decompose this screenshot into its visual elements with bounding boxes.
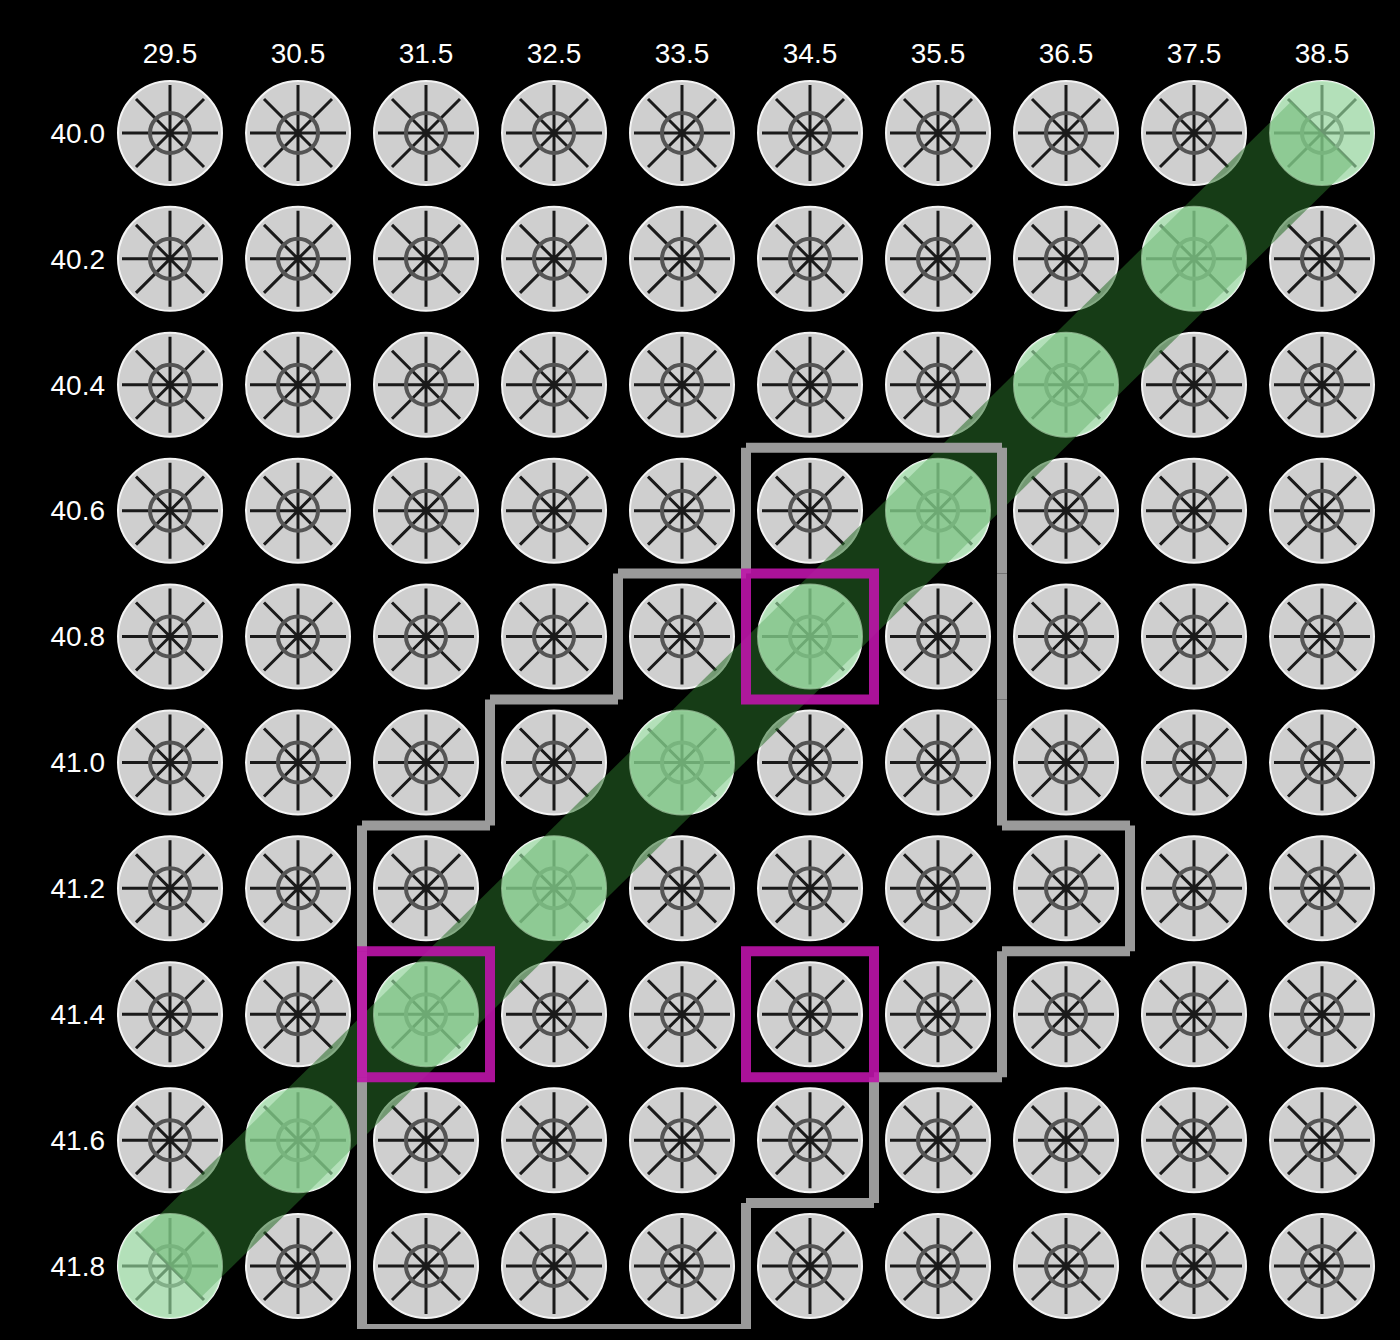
svg-text:41.6: 41.6 bbox=[51, 1125, 106, 1156]
svg-text:36.5: 36.5 bbox=[1039, 38, 1094, 69]
svg-text:38.5: 38.5 bbox=[1295, 38, 1350, 69]
svg-text:37.5: 37.5 bbox=[1167, 38, 1222, 69]
svg-text:41.8: 41.8 bbox=[51, 1251, 106, 1282]
svg-text:40.4: 40.4 bbox=[51, 370, 106, 401]
svg-text:35.5: 35.5 bbox=[911, 38, 966, 69]
svg-text:32.5: 32.5 bbox=[527, 38, 582, 69]
svg-text:40.6: 40.6 bbox=[51, 495, 106, 526]
svg-text:41.0: 41.0 bbox=[51, 747, 106, 778]
svg-text:30.5: 30.5 bbox=[271, 38, 326, 69]
svg-text:41.2: 41.2 bbox=[51, 873, 106, 904]
svg-text:34.5: 34.5 bbox=[783, 38, 838, 69]
svg-text:31.5: 31.5 bbox=[399, 38, 454, 69]
svg-text:29.5: 29.5 bbox=[143, 38, 198, 69]
svg-text:33.5: 33.5 bbox=[655, 38, 710, 69]
svg-text:40.2: 40.2 bbox=[51, 244, 106, 275]
svg-text:41.4: 41.4 bbox=[51, 999, 106, 1030]
svg-text:40.8: 40.8 bbox=[51, 621, 106, 652]
svg-text:40.0: 40.0 bbox=[51, 118, 106, 149]
